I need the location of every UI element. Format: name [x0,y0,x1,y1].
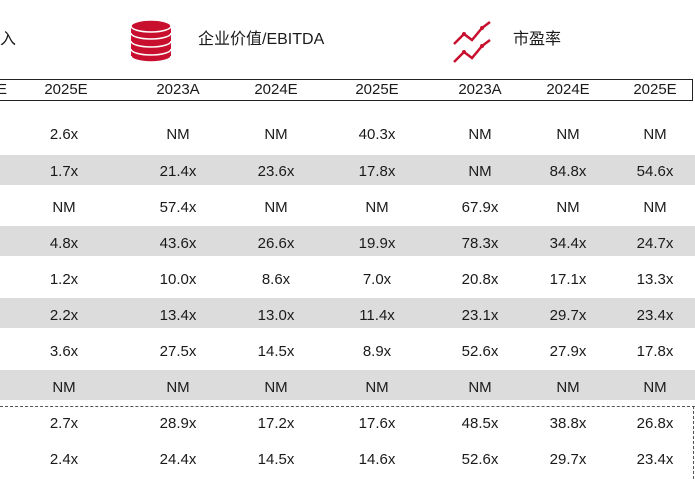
table-cell: 14.5x [257,343,295,360]
section-divider [693,406,694,479]
header-left-fragment: 入 [0,31,17,48]
table-cell: 13.4x [159,307,197,324]
table-cell: NM [365,379,389,396]
line-chart-icon [452,20,494,64]
table-cell: NM [52,199,76,216]
column-header: 2025E [633,81,677,98]
table-cell: 17.8x [636,343,674,360]
table-cell: 11.4x [359,307,395,324]
table-cell: 1.2x [49,271,79,288]
table-cell: 8.9x [362,343,392,360]
table-cell: NM [643,126,667,143]
table-cell: 28.9x [159,415,197,432]
table-cell: NM [365,199,389,216]
table-cell: 26.6x [257,235,295,252]
table-cell: NM [166,379,190,396]
table-cell: 52.6x [461,451,499,468]
table-cell: 40.3x [358,126,396,143]
table-cell: NM [643,379,667,396]
pe-label: 市盈率 [513,31,562,48]
table-cell: 38.8x [549,415,587,432]
table-cell: 4.8x [49,235,79,252]
row-band [0,298,695,328]
table-cell: 10.0x [159,271,197,288]
table-cell: 13.0x [257,307,295,324]
table-cell: NM [556,126,580,143]
table-cell: 19.9x [358,235,396,252]
column-header: 2024E [546,81,590,98]
table-cell: 17.2x [257,415,295,432]
table-cell: 27.5x [159,343,197,360]
table-cell: NM [468,379,492,396]
ev-ebitda-label: 企业价值/EBITDA [198,31,325,48]
table-cell: 26.8x [636,415,674,432]
table-cell: 20.8x [461,271,499,288]
table-cell: NM [468,163,492,180]
table-cell: 23.4x [636,307,674,324]
table-cell: 2.2x [49,307,79,324]
table-cell: 8.6x [261,271,291,288]
table-cell: 52.6x [461,343,499,360]
table-cell: 2.4x [49,451,79,468]
table-cell: NM [468,126,492,143]
table-cell: 2.6x [49,126,79,143]
table-cell: 23.6x [257,163,295,180]
table-cell: NM [556,199,580,216]
table-cell: 24.4x [159,451,197,468]
table-cell: 17.1x [549,271,587,288]
table-cell: 24.7x [636,235,674,252]
row-band [0,370,695,400]
table-cell: NM [264,379,288,396]
table-cell: NM [556,379,580,396]
table-cell: NM [166,126,190,143]
table-cell: 43.6x [159,235,197,252]
table-cell: 2.7x [49,415,79,432]
table-cell: 3.6x [49,343,79,360]
column-header: 2023A [458,81,502,98]
table-cell: 7.0x [362,271,392,288]
section-divider [0,406,695,407]
column-header: 2023A [156,81,200,98]
table-cell: NM [264,126,288,143]
table-cell: 21.4x [159,163,197,180]
table-cell: 29.7x [549,307,587,324]
table-cell: 27.9x [549,343,587,360]
table-cell: 57.4x [159,199,197,216]
table-cell: 67.9x [461,199,499,216]
column-header: 2024E [254,81,298,98]
table-cell: 84.8x [549,163,587,180]
table-cell: 78.3x [461,235,499,252]
table-cell: 1.7x [49,163,79,180]
column-header: E [0,81,7,98]
row-band [0,226,695,256]
table-cell: 54.6x [636,163,674,180]
column-header: 2025E [355,81,399,98]
table-cell: 17.8x [358,163,396,180]
row-band [0,155,695,185]
table-cell: NM [52,379,76,396]
table-cell: 23.1x [461,307,499,324]
table-cell: NM [643,199,667,216]
column-header-row [0,79,693,101]
column-header: 2025E [44,81,88,98]
table-cell: 17.6x [358,415,396,432]
table-cell: 34.4x [549,235,587,252]
coin-stack-icon [128,18,174,64]
table-cell: 14.5x [257,451,295,468]
table-cell: 14.6x [358,451,396,468]
table-cell: NM [264,199,288,216]
table-cell: 23.4x [636,451,674,468]
table-cell: 29.7x [549,451,587,468]
table-cell: 13.3x [636,271,674,288]
table-cell: 48.5x [461,415,499,432]
